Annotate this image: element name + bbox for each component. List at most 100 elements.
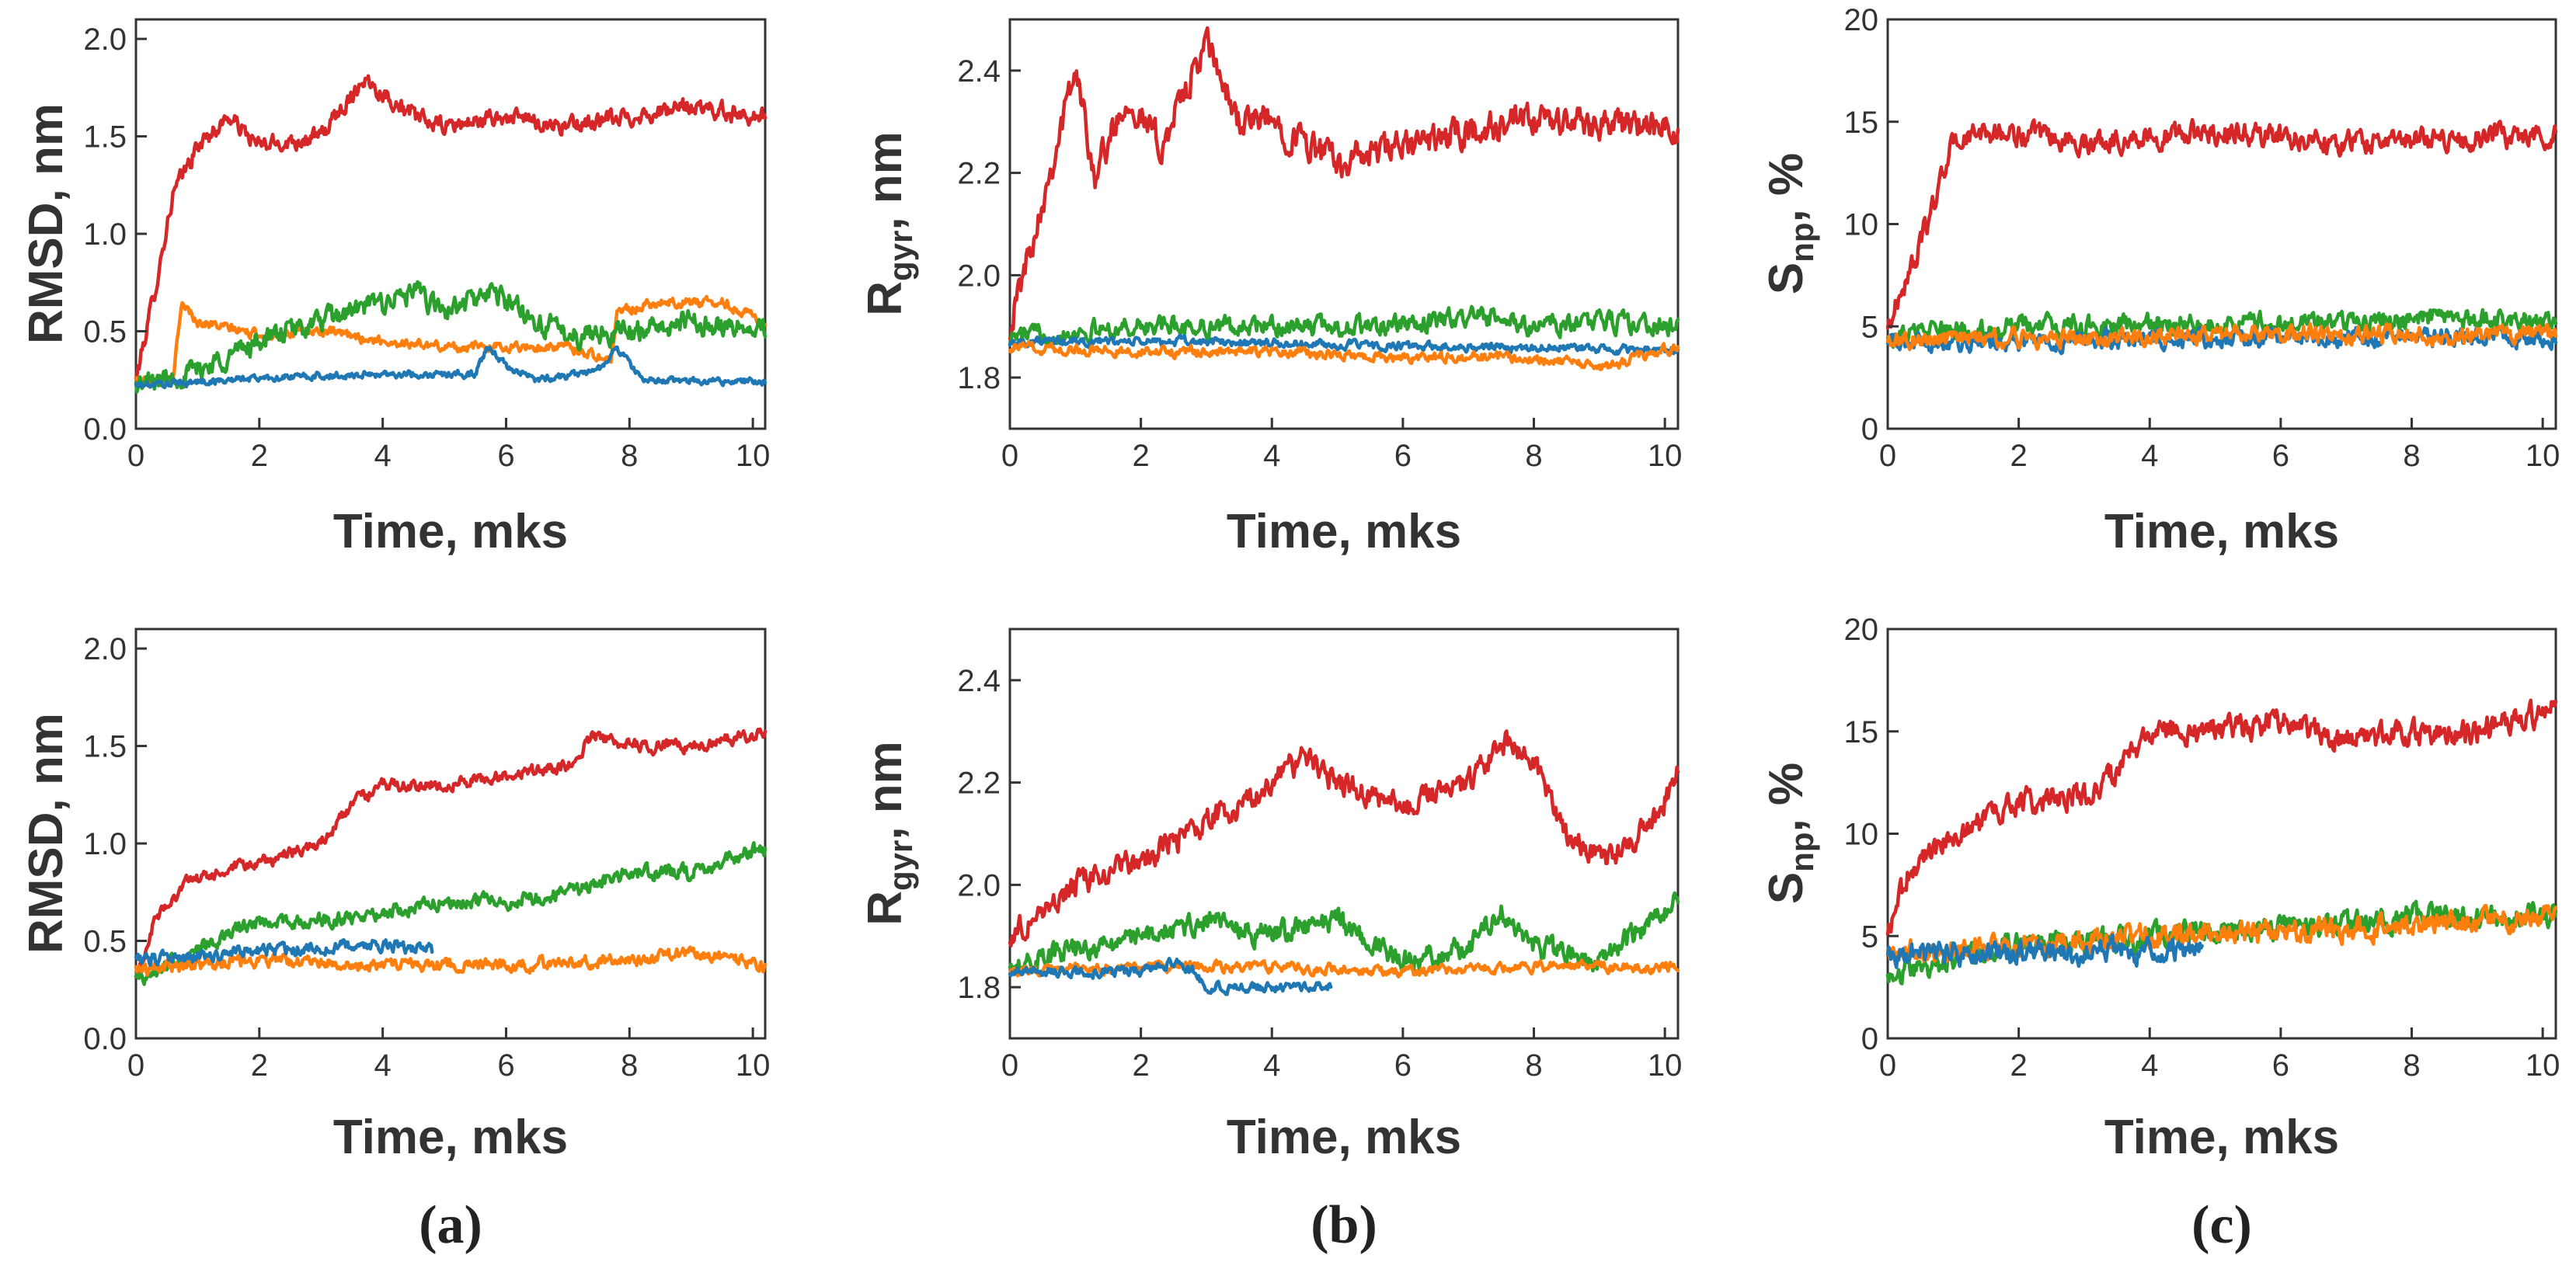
x-tick-label: 4 — [1263, 439, 1280, 473]
x-tick-label: 4 — [374, 439, 392, 473]
series-line-orange — [134, 294, 768, 388]
y-tick-label: 2.2 — [957, 767, 1001, 801]
x-tick-label: 6 — [2272, 1048, 2289, 1083]
x-tick-label: 10 — [1648, 1048, 1683, 1083]
x-tick-label: 0 — [127, 1048, 144, 1083]
y-tick-label: 0.0 — [83, 412, 127, 447]
y-tick-label: 20 — [1844, 3, 1879, 37]
x-tick-label: 6 — [497, 439, 514, 473]
series-group — [1885, 117, 2558, 356]
series-group — [134, 727, 768, 986]
y-axis-ticks: 0.0 0.5 1.0 1.5 2.0 — [83, 632, 147, 1056]
x-tick-label: 0 — [1001, 439, 1018, 473]
x-tick-label: 8 — [2403, 439, 2420, 473]
y-tick-label: 1.0 — [83, 827, 127, 861]
series-line-red — [1008, 26, 1680, 342]
y-tick-label: 1.5 — [83, 730, 127, 764]
panel-label-c: (c) — [2191, 1195, 2252, 1255]
x-tick-label: 6 — [2272, 439, 2289, 473]
series-group — [134, 74, 768, 394]
panel-a-bottom: 0.0 0.5 1.0 1.5 2.0 0 2 4 6 8 10 Time, mks RMSD, … — [19, 628, 770, 1164]
plot-frame — [134, 628, 767, 1040]
y-tick-label: 2.0 — [957, 259, 1001, 293]
x-tick-label: 0 — [1879, 1048, 1896, 1083]
plot-frame — [1886, 18, 2557, 430]
x-axis-label: Time, mks — [2104, 505, 2339, 558]
x-axis-label: Time, mks — [333, 1111, 568, 1164]
series-line-red — [134, 74, 768, 381]
y-axis-ticks: 0 5 10 15 20 — [1844, 3, 1899, 447]
series-line-green — [1008, 304, 1680, 349]
y-tick-label: 0.5 — [83, 315, 127, 349]
panel-b-top: 1.8 2.0 2.2 2.4 0 2 4 6 8 10 Time, mks Rgyr, nm — [858, 18, 1683, 558]
x-axis-ticks: 0 2 4 6 8 10 — [1879, 1027, 2560, 1083]
x-axis-label: Time, mks — [1227, 505, 1461, 558]
x-tick-label: 8 — [1525, 439, 1542, 473]
x-tick-label: 10 — [2526, 1048, 2560, 1083]
y-tick-label: 1.0 — [83, 217, 127, 252]
y-tick-label: 1.8 — [957, 971, 1001, 1005]
series-line-blue — [1008, 957, 1333, 996]
plot-frame — [1008, 18, 1680, 430]
y-tick-label: 1.5 — [83, 120, 127, 155]
panel-label-b: (b) — [1311, 1195, 1377, 1255]
series-line-red — [1885, 117, 2558, 330]
panel-a-top: 0.0 0.5 1.0 1.5 2.0 0 2 4 6 8 10 Time, mks RMSD, … — [19, 18, 771, 558]
series-line-orange — [1885, 322, 2558, 352]
y-tick-label: 0.5 — [83, 925, 127, 959]
y-tick-label: 2.4 — [957, 664, 1001, 698]
panel-b-bottom: 1.8 2.0 2.2 2.4 0 2 4 6 8 10 Time, mks Rgyr, nm — [858, 628, 1683, 1164]
y-tick-label: 2.0 — [957, 868, 1001, 902]
y-axis-label: Rgyr, nm — [858, 741, 919, 926]
y-tick-label: 5 — [1861, 920, 1878, 954]
series-group — [1885, 698, 2558, 986]
y-axis-label: RMSD, nm — [19, 713, 73, 954]
y-tick-label: 20 — [1844, 613, 1879, 647]
plot-frame — [134, 18, 767, 430]
x-tick-label: 4 — [374, 1048, 392, 1083]
x-tick-label: 4 — [2141, 439, 2158, 473]
x-axis-ticks: 0 2 4 6 8 10 — [1001, 418, 1683, 473]
x-tick-label: 10 — [1648, 439, 1683, 473]
series-line-orange — [134, 945, 768, 977]
y-axis-ticks: 1.8 2.0 2.2 2.4 — [957, 664, 1021, 1005]
y-axis-ticks: 0.0 0.5 1.0 1.5 2.0 — [83, 23, 147, 447]
y-tick-label: 1.8 — [957, 361, 1001, 395]
x-tick-label: 6 — [497, 1048, 514, 1083]
series-line-red — [134, 727, 768, 979]
y-axis-label: RMSD, nm — [19, 103, 73, 344]
y-axis-ticks: 1.8 2.0 2.2 2.4 — [957, 54, 1021, 395]
y-tick-label: 10 — [1844, 818, 1879, 852]
y-tick-label: 0 — [1861, 412, 1878, 447]
y-axis-label: Rgyr, nm — [858, 131, 919, 316]
x-tick-label: 0 — [127, 439, 144, 473]
y-tick-label: 5 — [1861, 310, 1878, 344]
y-tick-label: 15 — [1844, 106, 1879, 140]
y-tick-label: 2.0 — [83, 632, 127, 666]
x-axis-ticks: 0 2 4 6 8 10 — [1879, 418, 2560, 473]
series-group — [1008, 729, 1680, 996]
x-tick-label: 8 — [621, 439, 638, 473]
series-line-blue — [1885, 933, 2204, 969]
panel-c-top: 0 5 10 15 20 0 2 4 6 8 10 Time, mks Snp, % — [1760, 3, 2560, 558]
x-tick-label: 8 — [1525, 1048, 1542, 1083]
series-line-orange — [1008, 340, 1680, 372]
x-tick-label: 10 — [736, 439, 771, 473]
y-axis-ticks: 0 5 10 15 20 — [1844, 613, 1899, 1056]
series-line-blue — [134, 345, 768, 390]
x-tick-label: 2 — [1133, 439, 1150, 473]
x-tick-label: 0 — [1879, 439, 1896, 473]
plot-frame — [1008, 628, 1680, 1040]
x-axis-ticks: 0 2 4 6 8 10 — [127, 1027, 770, 1083]
x-tick-label: 2 — [1133, 1048, 1150, 1083]
y-tick-label: 2.0 — [83, 23, 127, 57]
y-tick-label: 10 — [1844, 208, 1879, 242]
y-tick-label: 0 — [1861, 1022, 1878, 1056]
x-tick-label: 8 — [621, 1048, 638, 1083]
x-tick-label: 6 — [1394, 439, 1412, 473]
x-tick-label: 2 — [2010, 439, 2028, 473]
panel-label-a: (a) — [419, 1195, 482, 1255]
series-line-red — [1885, 698, 2558, 937]
x-tick-label: 10 — [736, 1048, 771, 1083]
x-axis-label: Time, mks — [1227, 1111, 1461, 1164]
